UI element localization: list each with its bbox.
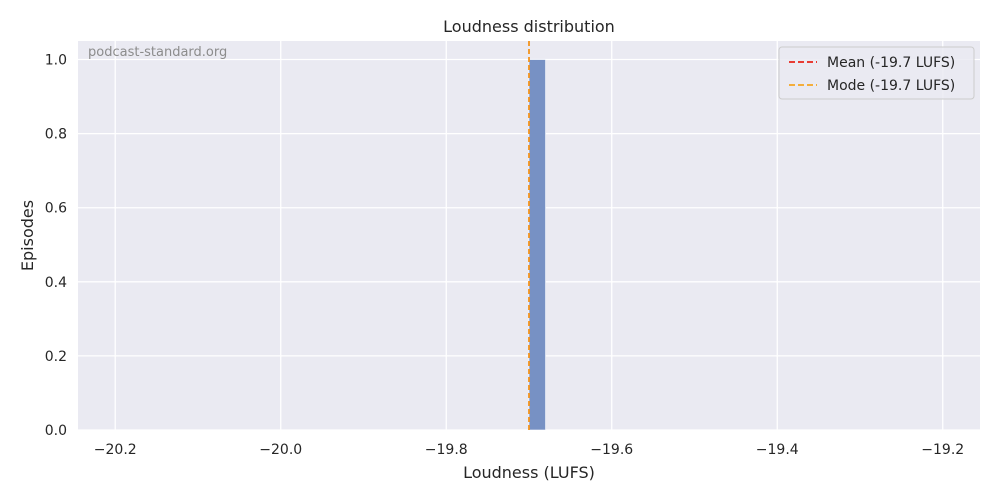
histogram-bar bbox=[528, 59, 546, 431]
y-tick-label: 0.8 bbox=[45, 127, 67, 143]
legend-box bbox=[778, 46, 975, 100]
x-tick-label: −19.8 bbox=[425, 442, 468, 458]
tick-labels: −20.2 −20.0 −19.8 −19.6 −19.4 −19.2 0.0 0.2 0.4 0… bbox=[45, 53, 964, 458]
y-tick-label: 0.6 bbox=[45, 201, 67, 217]
legend-label: Mean (-19.7 LUFS) bbox=[827, 55, 955, 71]
legend-label: Mode (-19.7 LUFS) bbox=[827, 78, 955, 94]
x-tick-label: −20.0 bbox=[259, 442, 302, 458]
y-tick-label: 1.0 bbox=[45, 53, 67, 69]
x-tick-label: −19.6 bbox=[590, 442, 633, 458]
x-axis-label: Loudness (LUFS) bbox=[463, 463, 595, 482]
watermark-text: podcast-standard.org bbox=[88, 45, 227, 60]
chart-title: Loudness distribution bbox=[443, 17, 615, 36]
x-tick-label: −19.4 bbox=[756, 442, 799, 458]
x-tick-label: −20.2 bbox=[94, 442, 137, 458]
x-tick-label: −19.2 bbox=[921, 442, 964, 458]
y-tick-label: 0.0 bbox=[45, 423, 67, 439]
y-tick-label: 0.4 bbox=[45, 275, 67, 291]
y-tick-label: 0.2 bbox=[45, 349, 67, 365]
histogram-bars bbox=[528, 59, 546, 431]
chart-legend: Mean (-19.7 LUFS) Mode (-19.7 LUFS) bbox=[778, 46, 975, 100]
y-axis-label: Episodes bbox=[18, 200, 37, 271]
